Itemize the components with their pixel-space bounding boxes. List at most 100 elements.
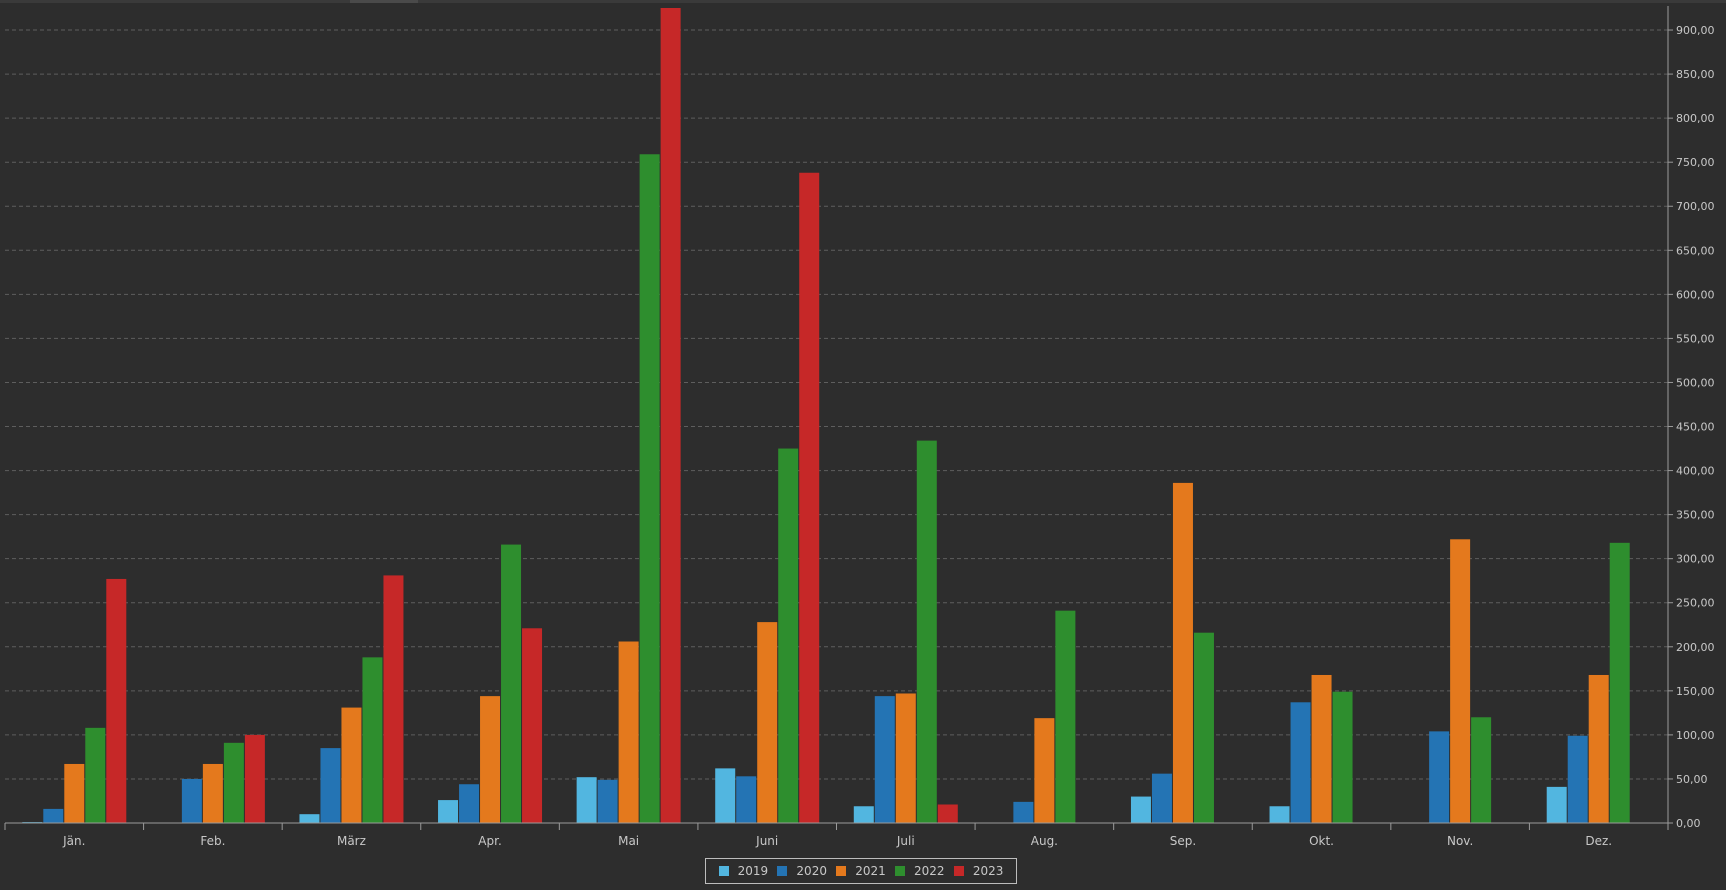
y-tick-label: 700,00 (1676, 200, 1715, 213)
bar-2020-8 (1151, 773, 1172, 823)
y-tick-label: 850,00 (1676, 68, 1715, 81)
y-tick-label: 550,00 (1676, 332, 1715, 345)
legend-item-2019: 2019 (718, 864, 769, 878)
legend-item-2023: 2023 (953, 864, 1004, 878)
bar-2022-9 (1332, 691, 1353, 823)
y-tick-label: 150,00 (1676, 685, 1715, 698)
legend-swatch (777, 866, 788, 876)
bar-2021-1 (202, 763, 223, 823)
y-tick-label: 800,00 (1676, 112, 1715, 125)
x-tick-label: Sep. (1170, 834, 1196, 848)
bar-2022-1 (223, 742, 244, 823)
y-tick-label: 50,00 (1676, 773, 1708, 786)
legend: 2019 2020 2021 2022 2023 (705, 858, 1017, 884)
bar-2022-10 (1471, 717, 1492, 823)
bar-2022-11 (1609, 542, 1630, 823)
window-top-edge (0, 0, 1726, 3)
bar-2023-5 (799, 172, 820, 824)
bar-2019-11 (1546, 786, 1567, 823)
y-tick-label: 600,00 (1676, 288, 1715, 301)
bar-2020-9 (1290, 702, 1311, 823)
bar-2020-4 (597, 779, 618, 823)
bar-2020-10 (1429, 731, 1450, 823)
y-tick-label: 200,00 (1676, 641, 1715, 654)
bar-2021-10 (1450, 539, 1471, 823)
x-tick-label: Nov. (1447, 834, 1473, 848)
bar-2019-4 (576, 777, 597, 823)
y-tick-label: 750,00 (1676, 156, 1715, 169)
bar-2022-5 (778, 448, 799, 823)
legend-item-2020: 2020 (777, 864, 827, 878)
x-tick-label: Aug. (1031, 834, 1058, 848)
bar-2020-3 (459, 784, 480, 823)
bar-2022-2 (362, 657, 383, 823)
bar-2023-4 (660, 8, 681, 823)
axes: 0,00 50,00 100,00 150,00 200,00 250,00 300,00 3… (4, 6, 1715, 848)
bar-2020-5 (736, 776, 757, 823)
bar-2020-1 (181, 778, 202, 823)
bar-2020-11 (1567, 735, 1588, 823)
legend-swatch (895, 866, 906, 876)
x-tick-label: März (337, 834, 366, 848)
y-tick-label: 900,00 (1676, 24, 1715, 37)
bar-2020-0 (43, 808, 64, 823)
bar-2021-5 (757, 622, 778, 823)
x-tick-label: Feb. (200, 834, 225, 848)
bar-2022-7 (1055, 610, 1076, 823)
bar-2021-2 (341, 707, 362, 823)
x-tick-label: Juli (896, 834, 915, 848)
legend-item-2022: 2022 (895, 864, 945, 878)
grid-lines (5, 29, 1668, 780)
y-tick-label: 100,00 (1676, 729, 1715, 742)
bar-2022-3 (501, 544, 522, 823)
legend-label: 2020 (796, 864, 827, 878)
x-tick-label: Juni (755, 834, 778, 848)
bar-2020-2 (320, 748, 341, 823)
bar-2019-6 (853, 806, 874, 823)
bar-2020-6 (874, 696, 895, 823)
legend-swatch (718, 866, 729, 876)
legend-label: 2023 (972, 864, 1004, 878)
bar-2020-7 (1013, 801, 1034, 823)
bar-2021-3 (480, 696, 501, 823)
legend-swatch (953, 866, 964, 876)
legend-label: 2021 (855, 864, 886, 878)
bar-2019-3 (438, 800, 459, 823)
legend-item-2021: 2021 (836, 864, 886, 878)
bar-2019-5 (715, 768, 736, 823)
y-tick-label: 0,00 (1676, 817, 1701, 830)
x-tick-label: Okt. (1309, 834, 1334, 848)
bar-2019-9 (1269, 806, 1290, 823)
legend-label: 2019 (737, 864, 769, 878)
bar-2023-3 (522, 628, 543, 823)
bar-2023-2 (383, 575, 404, 823)
legend-label: 2022 (914, 864, 945, 878)
y-tick-label: 650,00 (1676, 244, 1715, 257)
bar-2021-11 (1588, 674, 1609, 823)
bar-2021-8 (1172, 482, 1193, 823)
bar-2021-9 (1311, 674, 1332, 823)
bar-2022-6 (916, 440, 937, 823)
x-tick-label: Apr. (478, 834, 501, 848)
bar-2019-2 (299, 814, 320, 823)
bar-2022-0 (85, 727, 106, 823)
bar-2021-7 (1034, 718, 1055, 823)
legend-swatch (836, 866, 847, 876)
bar-2023-6 (937, 804, 958, 823)
bar-2023-1 (244, 734, 265, 823)
y-tick-label: 250,00 (1676, 597, 1715, 610)
y-tick-label: 500,00 (1676, 376, 1715, 389)
x-tick-label: Mai (618, 834, 639, 848)
y-tick-label: 400,00 (1676, 465, 1715, 478)
bar-2022-8 (1193, 632, 1214, 823)
y-tick-label: 350,00 (1676, 509, 1715, 522)
y-tick-label: 450,00 (1676, 421, 1715, 434)
bars (22, 8, 1630, 824)
bar-2022-4 (639, 154, 660, 823)
window-top-tab (350, 0, 418, 3)
y-tick-label: 300,00 (1676, 553, 1715, 566)
bar-2023-0 (106, 578, 127, 823)
bar-2021-4 (618, 641, 639, 823)
x-tick-label: Jän. (62, 834, 85, 848)
